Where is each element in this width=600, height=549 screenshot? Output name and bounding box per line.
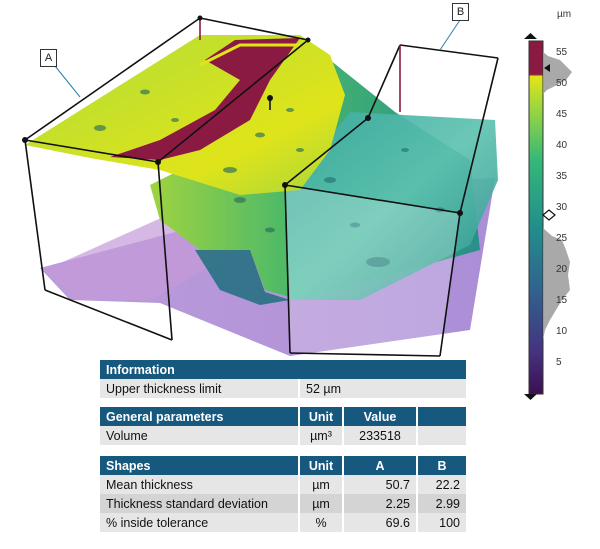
scale-tick-label: 5 — [556, 357, 562, 369]
volume-label: Volume — [100, 426, 300, 445]
inside-tolerance-b: 100 — [418, 513, 468, 532]
table-row: Thickness standard deviation µm 2.25 2.9… — [100, 494, 468, 513]
scale-tick-label: 20 — [556, 264, 568, 276]
scale-bottom-marker — [524, 394, 537, 400]
inside-tolerance-a: 69.6 — [344, 513, 418, 532]
surface-a-overlimit-edge — [199, 43, 300, 67]
mean-thickness-a: 50.7 — [344, 475, 418, 494]
color-scale-bar — [528, 40, 544, 395]
shapes-a-header: A — [344, 456, 418, 475]
table-row: % inside tolerance % 69.6 100 — [100, 513, 468, 532]
box-a-corners — [22, 15, 311, 165]
mean-thickness-unit: µm — [300, 475, 344, 494]
box-b — [284, 44, 499, 357]
std-dev-b: 2.99 — [418, 494, 468, 513]
label-a-leader — [54, 65, 81, 98]
shape-a-label: A — [40, 49, 57, 67]
scale-tick-label: 45 — [556, 109, 568, 121]
mean-thickness-b: 22.2 — [418, 475, 468, 494]
std-dev-a: 2.25 — [344, 494, 418, 513]
label-b-leader — [439, 19, 461, 51]
volume-value: 233518 — [344, 426, 418, 445]
std-dev-label: Thickness standard deviation — [100, 494, 300, 513]
scale-tick-label: 30 — [556, 202, 568, 214]
mean-thickness-label: Mean thickness — [100, 475, 300, 494]
shapes-header: Shapes — [100, 456, 300, 475]
surface-b — [285, 112, 498, 300]
volume-empty-cell — [418, 426, 468, 445]
shapes-table: Shapes Unit A B Mean thickness µm 50.7 2… — [100, 456, 468, 532]
slope-shadow — [195, 250, 290, 305]
info-header: Information — [100, 360, 468, 379]
upper-limit-marker — [544, 64, 550, 72]
inside-tolerance-unit: % — [300, 513, 344, 532]
box-a — [24, 17, 309, 341]
surface-b-pits — [324, 148, 445, 267]
general-header: General parameters — [100, 407, 300, 426]
scale-top-marker — [524, 33, 537, 39]
surface-a — [25, 35, 345, 195]
color-scale — [524, 33, 572, 400]
box-b-tint — [285, 185, 460, 355]
general-unit-header: Unit — [300, 407, 344, 426]
general-empty-header — [418, 407, 468, 426]
upper-limit-value: 52 µm — [300, 379, 468, 398]
general-params-table: General parameters Unit Value Volume µm³… — [100, 407, 468, 445]
std-dev-unit: µm — [300, 494, 344, 513]
scale-tick-label: 25 — [556, 233, 568, 245]
scale-tick-label: 55 — [556, 47, 568, 59]
shapes-b-header: B — [418, 456, 468, 475]
scale-tick-label: 10 — [556, 326, 568, 338]
scale-tick-label: 50 — [556, 78, 568, 90]
thickness-histogram — [543, 52, 572, 340]
general-value-header: Value — [344, 407, 418, 426]
surface-a-overlimit — [110, 38, 300, 160]
inside-tolerance-label: % inside tolerance — [100, 513, 300, 532]
scale-tick-label: 35 — [556, 171, 568, 183]
volume-unit: µm³ — [300, 426, 344, 445]
shape-b-label: B — [452, 3, 469, 21]
upper-limit-label: Upper thickness limit — [100, 379, 300, 398]
scale-tick-label: 40 — [556, 140, 568, 152]
scale-tick-label: 15 — [556, 295, 568, 307]
box-b-corners — [282, 115, 463, 216]
scale-unit: µm — [557, 9, 572, 20]
tolerance-marker — [542, 209, 556, 221]
surface-a-pits — [94, 89, 304, 233]
info-table: Information Upper thickness limit 52 µm — [100, 360, 468, 398]
shapes-unit-header: Unit — [300, 456, 344, 475]
table-row: Mean thickness µm 50.7 22.2 — [100, 475, 468, 494]
